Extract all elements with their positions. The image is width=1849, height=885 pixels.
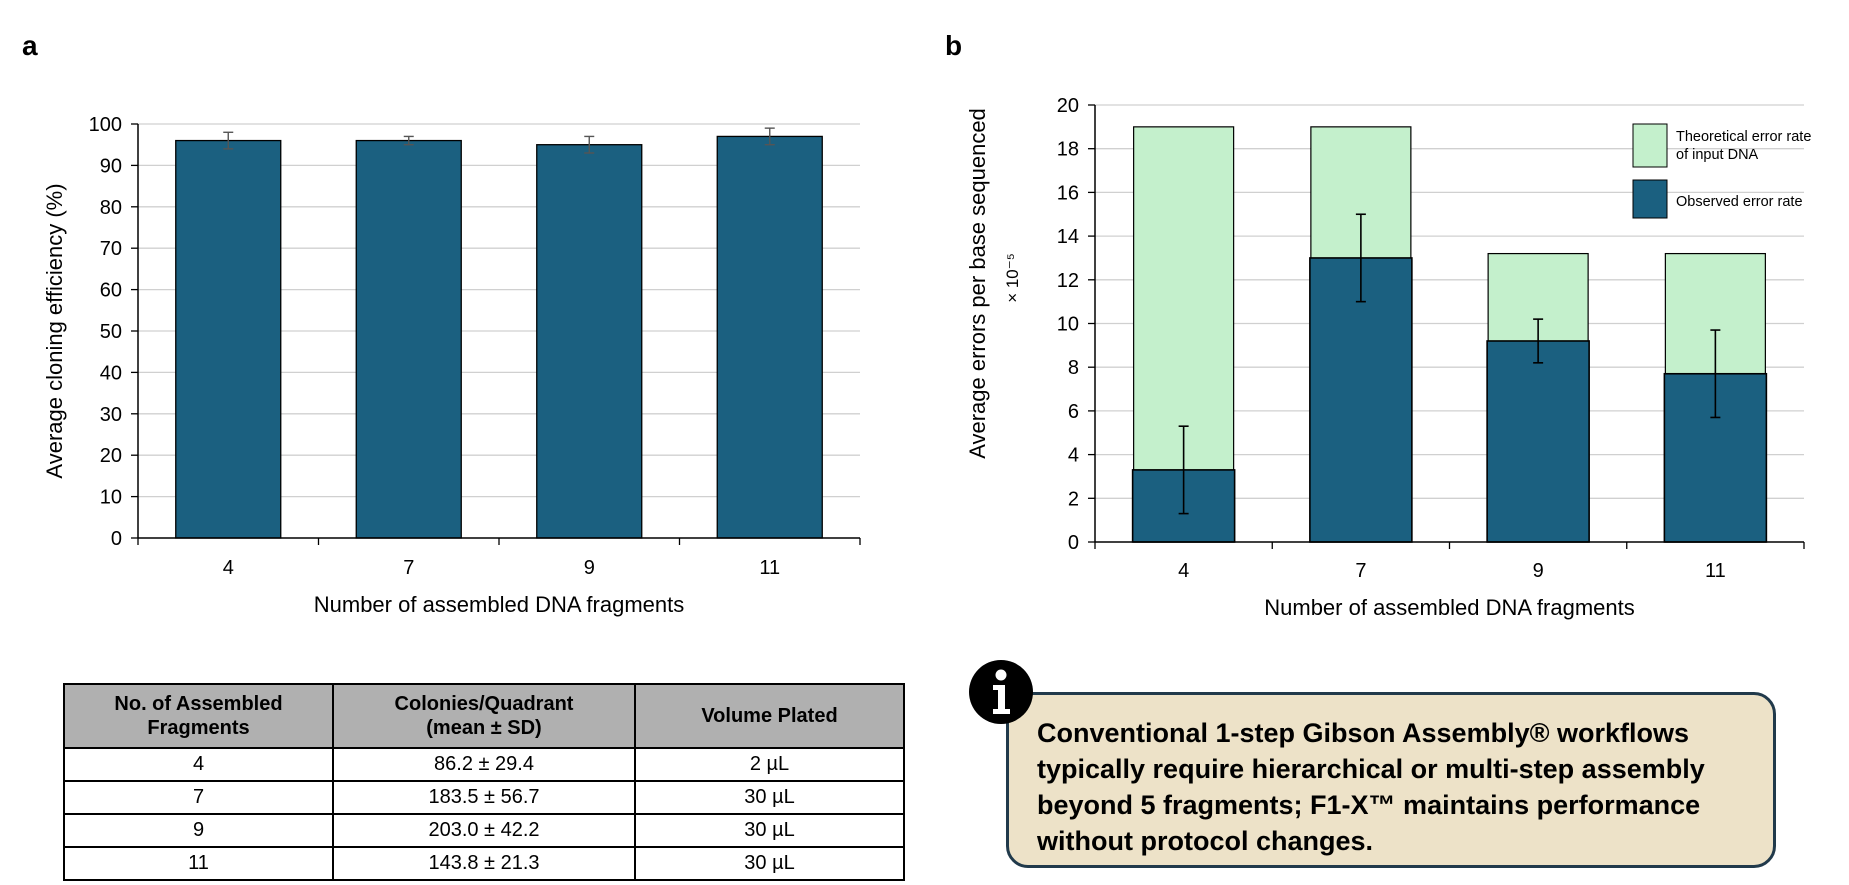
table-cell: 4 <box>63 747 334 782</box>
legend-label-observed: Observed error rate <box>1676 194 1803 210</box>
x-tick-label: 9 <box>1533 560 1544 582</box>
x-tick-label: 4 <box>223 557 234 579</box>
x-tick-label: 9 <box>584 557 595 579</box>
y-tick-label: 6 <box>1068 401 1079 423</box>
x-tick-label: 7 <box>1355 560 1366 582</box>
table-cell: 143.8 ± 21.3 <box>332 846 636 881</box>
table-cell: 30 µL <box>634 846 905 881</box>
header-volume: Volume Plated <box>634 683 905 749</box>
table-row: 11 143.8 ± 21.3 30 µL <box>63 846 905 881</box>
header-fragments-line1: No. of Assembled <box>114 693 283 715</box>
panel-b-label: b <box>945 30 963 61</box>
header-volume-line1: Volume Plated <box>701 705 838 727</box>
table-header-row: No. of Assembled Fragments Colonies/Quad… <box>63 683 905 749</box>
y-tick-label: 8 <box>1068 357 1079 379</box>
legend-label-theoretical: of input DNA <box>1676 147 1759 163</box>
y-tick-label: 14 <box>1057 226 1079 248</box>
chart-a-cloning-efficiency: 0 10 20 30 40 50 60 70 80 90 100 4 7 9 11 Number of ass… <box>42 114 861 617</box>
header-fragments-line2: Fragments <box>147 717 250 739</box>
y-tick-label: 0 <box>1068 532 1079 554</box>
bar <box>355 139 462 539</box>
bar-observed <box>1486 340 1590 543</box>
bar <box>536 144 643 539</box>
x-tick-label: 11 <box>1705 560 1726 582</box>
y-tick-label: 0 <box>111 528 122 550</box>
header-colonies-line2: (mean ± SD) <box>426 717 542 739</box>
y-axis-unit: × 10⁻⁵ <box>1003 253 1022 303</box>
legend-swatch-observed <box>1632 179 1668 219</box>
y-tick-label: 4 <box>1068 445 1079 467</box>
panel-a-label: a <box>22 30 38 61</box>
table-row: 7 183.5 ± 56.7 30 µL <box>63 780 905 815</box>
header-fragments: No. of Assembled Fragments <box>63 683 334 749</box>
table-cell: 2 µL <box>634 747 905 782</box>
bar-observed <box>1309 257 1413 543</box>
legend-label-theoretical: Theoretical error rate <box>1676 129 1811 145</box>
bar <box>716 135 823 539</box>
y-tick-label: 10 <box>1057 314 1079 336</box>
y-tick-label: 2 <box>1068 488 1079 510</box>
header-colonies: Colonies/Quadrant (mean ± SD) <box>332 683 636 749</box>
table-cell: 9 <box>63 813 334 848</box>
table-cell: 30 µL <box>634 780 905 815</box>
y-tick-label: 20 <box>1057 95 1079 117</box>
y-tick-label: 30 <box>100 404 122 426</box>
y-tick-label: 20 <box>100 445 122 467</box>
y-tick-label: 50 <box>100 321 122 343</box>
y-tick-label: 12 <box>1057 270 1079 292</box>
table-cell: 86.2 ± 29.4 <box>332 747 636 782</box>
y-axis-title: Average cloning efficiency (%) <box>42 183 67 478</box>
y-tick-label: 10 <box>100 487 122 509</box>
table-cell: 7 <box>63 780 334 815</box>
y-tick-label: 100 <box>89 114 122 136</box>
callout-line: typically require hierarchical or multi-… <box>1037 754 1705 784</box>
legend-swatch-theoretical <box>1632 123 1668 168</box>
y-tick-label: 16 <box>1057 182 1079 204</box>
x-tick-label: 4 <box>1178 560 1189 582</box>
callout-box: Conventional 1-step Gibson Assembly® wor… <box>1006 692 1776 868</box>
y-tick-label: 40 <box>100 362 122 384</box>
table-cell: 11 <box>63 846 334 881</box>
callout-line: without protocol changes. <box>1037 826 1373 856</box>
table-cell: 183.5 ± 56.7 <box>332 780 636 815</box>
callout-line: Conventional 1-step Gibson Assembly® wor… <box>1037 718 1690 748</box>
table-row: 4 86.2 ± 29.4 2 µL <box>63 747 905 782</box>
table-cell: 203.0 ± 42.2 <box>332 813 636 848</box>
callout-line: beyond 5 fragments; F1-X™ maintains perf… <box>1037 790 1701 820</box>
chart-b-error-rate: 0 2 4 6 8 10 12 14 16 18 20 4 7 9 11 Number of assemble… <box>965 95 1811 620</box>
y-tick-label: 60 <box>100 280 122 302</box>
y-axis-title: Average errors per base sequenced <box>965 108 990 459</box>
bar <box>175 139 282 539</box>
header-colonies-line1: Colonies/Quadrant <box>394 693 574 715</box>
y-tick-label: 80 <box>100 197 122 219</box>
x-axis-title: Number of assembled DNA fragments <box>1264 595 1635 620</box>
table-row: 9 203.0 ± 42.2 30 µL <box>63 813 905 848</box>
y-tick-label: 18 <box>1057 139 1079 161</box>
x-axis-title: Number of assembled DNA fragments <box>314 592 685 617</box>
table-cell: 30 µL <box>634 813 905 848</box>
info-icon <box>969 660 1033 724</box>
x-tick-label: 11 <box>759 557 780 579</box>
x-tick-label: 7 <box>403 557 414 579</box>
y-tick-label: 70 <box>100 238 122 260</box>
colony-table: No. of Assembled Fragments Colonies/Quad… <box>63 683 905 881</box>
y-tick-label: 90 <box>100 155 122 177</box>
